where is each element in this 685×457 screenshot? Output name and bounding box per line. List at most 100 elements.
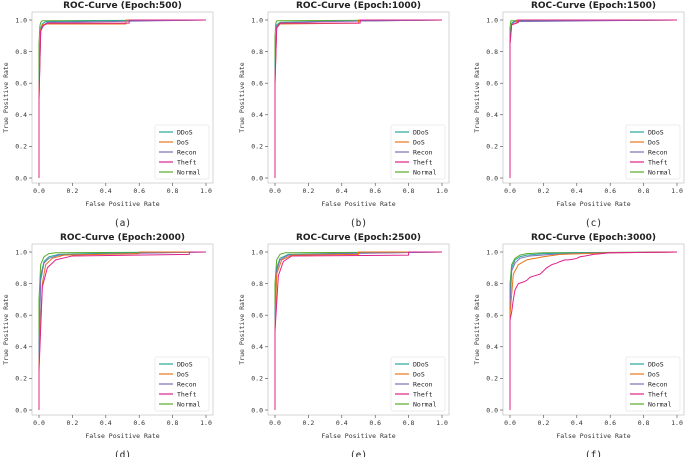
x-tick-label: 0.6 xyxy=(604,187,616,195)
legend-label: DDoS xyxy=(413,128,429,136)
y-axis-label: True Positive Rate xyxy=(473,294,481,365)
legend: DDoS DoS Recon Theft Normal xyxy=(625,124,681,180)
y-axis-label: True Positive Rate xyxy=(2,62,10,133)
legend-box xyxy=(625,356,681,412)
x-tick-label: 0.0 xyxy=(269,187,281,195)
roc-panel: ROC-Curve (Epoch:2500) 0.0 0.2 0.4 0.6 0.8 1.0… xyxy=(238,233,450,457)
y-tick-label: 0.0 xyxy=(15,406,27,414)
x-tick-label: 0.0 xyxy=(269,419,281,427)
x-axis-label: False Positive Rate xyxy=(556,432,630,440)
x-tick-label: 0.4 xyxy=(100,419,112,427)
x-tick-label: 0.6 xyxy=(604,419,616,427)
y-tick-label: 1.0 xyxy=(15,248,27,256)
legend-label: Theft xyxy=(177,158,197,166)
y-tick-label: 0.2 xyxy=(486,375,498,383)
x-axis-label: False Positive Rate xyxy=(321,200,395,208)
roc-panel: ROC-Curve (Epoch:2000) 0.0 0.2 0.4 0.6 0.8 1.0… xyxy=(2,233,214,457)
y-tick-label: 0.6 xyxy=(15,80,27,88)
y-tick-label: 0.0 xyxy=(486,174,498,182)
legend: DDoS DoS Recon Theft Normal xyxy=(154,124,210,180)
legend-label: DoS xyxy=(648,138,660,146)
legend-box xyxy=(154,124,210,180)
y-tick-label: 0.2 xyxy=(486,143,498,151)
plot-frame xyxy=(31,11,214,184)
plot-frame xyxy=(267,11,450,184)
x-tick-label: 1.0 xyxy=(200,419,212,427)
y-tick-label: 1.0 xyxy=(486,16,498,24)
legend-box xyxy=(390,356,446,412)
x-tick-label: 0.2 xyxy=(303,187,315,195)
legend-label: Theft xyxy=(413,390,433,398)
legend-label: DDoS xyxy=(648,360,664,368)
roc-panel: ROC-Curve (Epoch:500) 0.0 0.2 0.4 0.6 0.8 1.0 0… xyxy=(2,1,214,229)
x-axis-label: False Positive Rate xyxy=(85,200,159,208)
x-tick-label: 0.4 xyxy=(100,187,112,195)
legend-label: Normal xyxy=(648,400,672,408)
y-tick-label: 0.2 xyxy=(251,143,263,151)
roc-line-theft xyxy=(38,251,206,410)
plot-frame xyxy=(31,243,214,416)
roc-line-theft xyxy=(38,19,206,178)
legend-label: Normal xyxy=(177,400,201,408)
panel-label: (c) xyxy=(585,218,602,229)
legend-label: DoS xyxy=(648,370,660,378)
x-axis-label: False Positive Rate xyxy=(85,432,159,440)
legend-label: Theft xyxy=(177,390,197,398)
roc-line-theft xyxy=(509,19,677,178)
y-tick-label: 0.6 xyxy=(486,80,498,88)
panel-label: (b) xyxy=(350,218,367,229)
y-tick-label: 0.8 xyxy=(486,280,498,288)
legend-label: Normal xyxy=(648,168,672,176)
legend-label: DDoS xyxy=(648,128,664,136)
y-tick-label: 0.4 xyxy=(15,343,27,351)
x-tick-label: 0.8 xyxy=(403,419,415,427)
legend-label: DoS xyxy=(177,138,189,146)
y-tick-label: 1.0 xyxy=(15,16,27,24)
panel-label: (d) xyxy=(114,450,131,457)
x-tick-label: 1.0 xyxy=(436,419,448,427)
plot-frame xyxy=(502,11,685,184)
legend: DDoS DoS Recon Theft Normal xyxy=(625,356,681,412)
y-tick-label: 0.8 xyxy=(15,280,27,288)
legend-label: Normal xyxy=(177,168,201,176)
legend-label: Theft xyxy=(413,158,433,166)
legend-label: Recon xyxy=(413,148,433,156)
x-tick-label: 0.0 xyxy=(504,419,516,427)
legend-label: DoS xyxy=(413,370,425,378)
chart-title: ROC-Curve (Epoch:1000) xyxy=(296,1,421,11)
legend-label: Normal xyxy=(413,400,437,408)
chart-title: ROC-Curve (Epoch:500) xyxy=(63,1,182,11)
roc-line-normal xyxy=(38,251,207,410)
roc-line-theft xyxy=(274,251,442,410)
y-tick-label: 1.0 xyxy=(486,248,498,256)
x-tick-label: 0.0 xyxy=(33,419,45,427)
roc-line-normal xyxy=(38,19,207,178)
y-tick-label: 0.8 xyxy=(15,48,27,56)
legend: DDoS DoS Recon Theft Normal xyxy=(390,124,446,180)
roc-line-normal xyxy=(509,251,678,410)
plot-frame xyxy=(267,243,450,416)
x-tick-label: 0.4 xyxy=(336,187,348,195)
x-tick-label: 0.8 xyxy=(167,419,179,427)
chart-title: ROC-Curve (Epoch:3000) xyxy=(531,233,656,243)
legend-box xyxy=(154,356,210,412)
legend-label: Recon xyxy=(177,148,197,156)
legend-label: Recon xyxy=(648,148,668,156)
y-tick-label: 0.4 xyxy=(251,111,263,119)
x-tick-label: 0.6 xyxy=(133,187,145,195)
y-tick-label: 0.6 xyxy=(15,312,27,320)
legend-label: Theft xyxy=(648,390,668,398)
legend-box xyxy=(390,124,446,180)
legend-label: Recon xyxy=(177,380,197,388)
panel-label: (e) xyxy=(350,450,367,457)
legend-label: Normal xyxy=(413,168,437,176)
x-tick-label: 1.0 xyxy=(671,419,683,427)
x-axis-label: False Positive Rate xyxy=(321,432,395,440)
chart-title: ROC-Curve (Epoch:2000) xyxy=(60,233,185,243)
y-axis-label: True Positive Rate xyxy=(2,294,10,365)
chart-title: ROC-Curve (Epoch:1500) xyxy=(531,1,656,11)
y-tick-label: 0.6 xyxy=(486,312,498,320)
y-axis-label: True Positive Rate xyxy=(238,62,246,133)
y-tick-label: 0.0 xyxy=(486,406,498,414)
